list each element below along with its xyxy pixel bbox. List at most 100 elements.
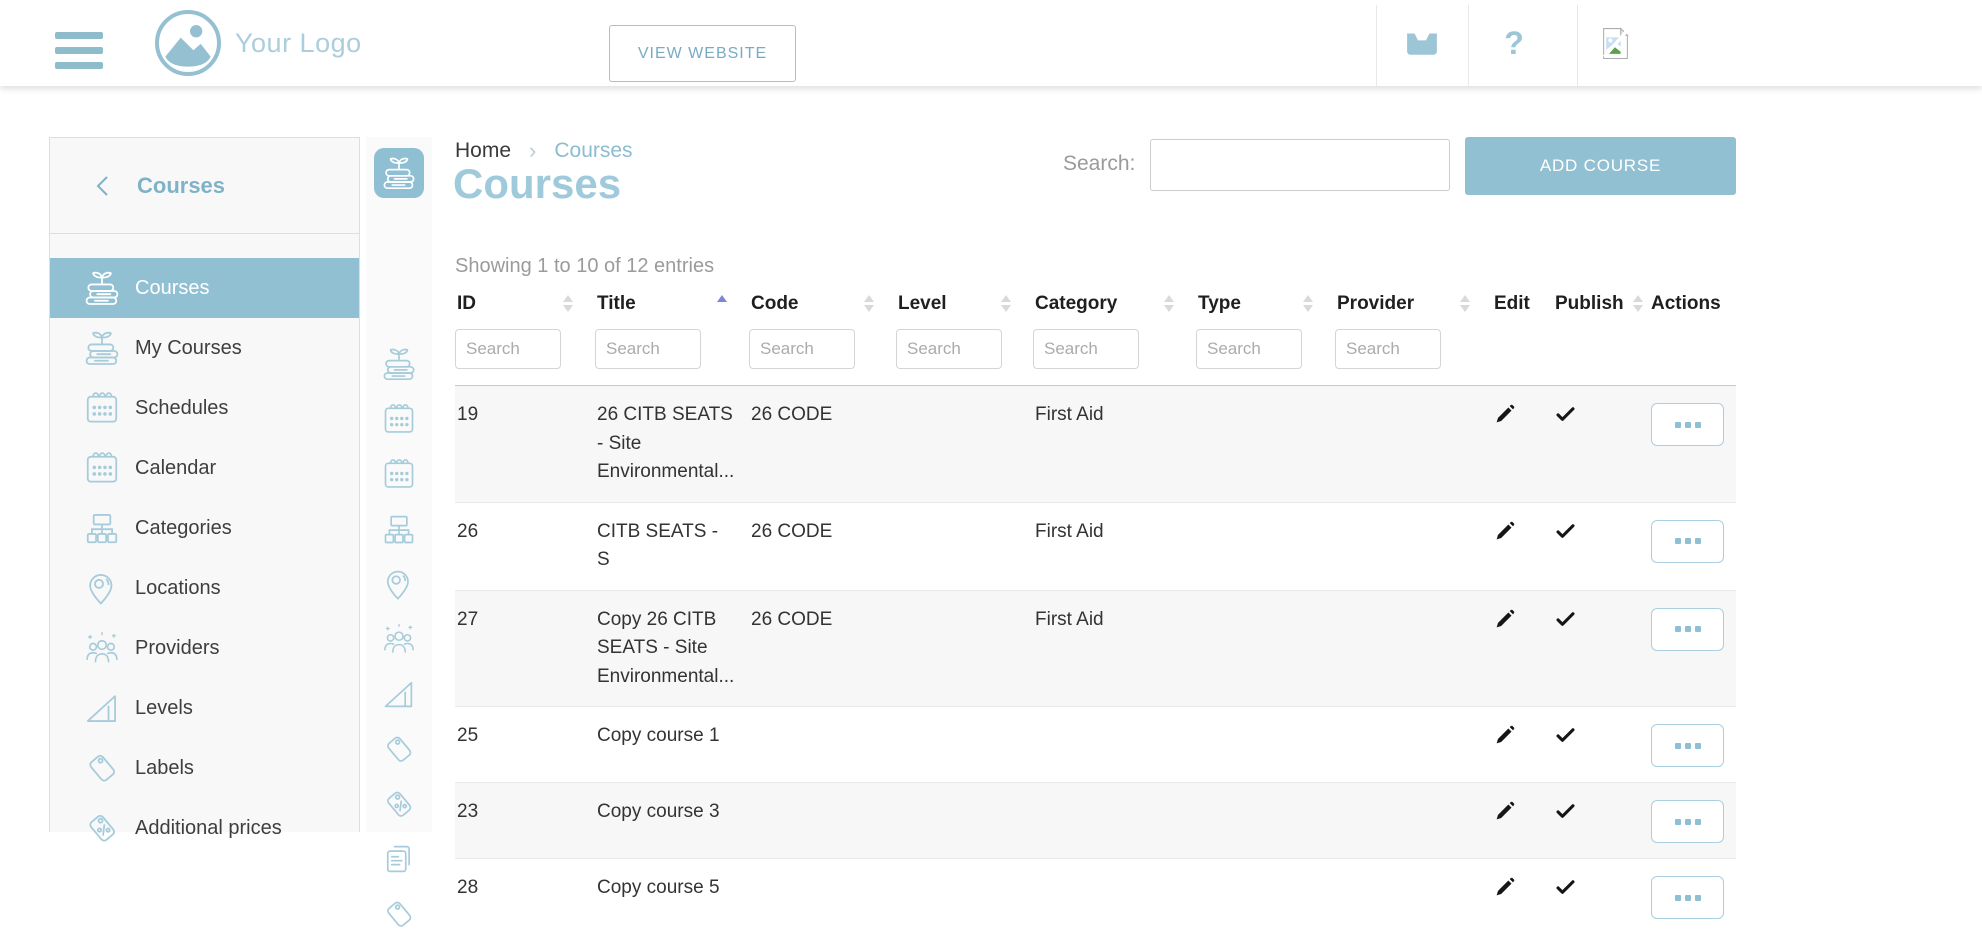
code-filter-input[interactable] <box>749 329 855 369</box>
type-filter-input[interactable] <box>1196 329 1302 369</box>
cell-code: 26 CODE <box>751 520 833 542</box>
row-actions-button[interactable] <box>1651 800 1724 843</box>
edit-pencil-icon[interactable] <box>1494 801 1515 822</box>
edit-pencil-icon[interactable] <box>1494 521 1515 542</box>
publish-check-icon[interactable] <box>1555 725 1576 746</box>
sidebar-item-my-courses[interactable]: My Courses <box>50 318 359 378</box>
view-website-button[interactable]: VIEW WEBSITE <box>609 25 796 82</box>
sidebar-item-courses[interactable]: Courses <box>50 258 359 318</box>
sidebar-item-label: Schedules <box>135 396 229 419</box>
cell-category <box>1033 783 1196 859</box>
pages-icon[interactable] <box>381 841 417 877</box>
table-row: 23 Copy course 3 <box>455 782 1736 859</box>
tag-percent-icon[interactable] <box>381 786 417 822</box>
sidebar-item-calendar[interactable]: Calendar <box>50 438 359 498</box>
publish-check-icon[interactable] <box>1555 521 1576 542</box>
sidebar-item-locations[interactable]: Locations <box>50 558 359 618</box>
row-actions-button[interactable] <box>1651 403 1724 446</box>
back-chevron-icon[interactable] <box>96 175 109 197</box>
column-header-category[interactable]: Category <box>1033 293 1196 329</box>
breadcrumb-home-link[interactable]: Home <box>455 139 512 162</box>
cell-id: 19 <box>457 404 479 425</box>
calendar-icon[interactable] <box>381 401 417 437</box>
cell-level <box>896 707 1033 783</box>
sitemap-icon[interactable] <box>381 511 417 547</box>
cell-code <box>749 707 896 783</box>
row-actions-button[interactable] <box>1651 724 1724 767</box>
table-row: 25 Copy course 1 <box>455 706 1736 783</box>
people-icon[interactable] <box>381 621 417 657</box>
tag-icon <box>83 749 121 787</box>
cell-title: Copy course 5 <box>597 877 720 898</box>
sidebar-item-additional-prices[interactable]: Additional prices <box>50 798 359 858</box>
cell-category <box>1033 707 1196 783</box>
column-header-actions: Actions <box>1651 293 1721 314</box>
cell-id: 26 <box>457 520 479 542</box>
row-actions-button[interactable] <box>1651 607 1724 651</box>
column-header-code[interactable]: Code <box>749 293 896 329</box>
title-filter-input[interactable] <box>595 329 701 369</box>
column-header-publish[interactable]: Publish <box>1553 293 1649 329</box>
sidebar-item-categories[interactable]: Categories <box>50 498 359 558</box>
publish-check-icon[interactable] <box>1555 609 1576 630</box>
edit-pencil-icon[interactable] <box>1494 404 1515 425</box>
sidebar-item-labels[interactable]: Labels <box>50 738 359 798</box>
books-icon-active[interactable] <box>374 148 424 198</box>
showing-entries-text: Showing 1 to 10 of 12 entries <box>455 255 715 277</box>
id-filter-input[interactable] <box>455 329 561 369</box>
sidebar-item-label: Courses <box>135 276 210 299</box>
books-icon[interactable] <box>381 346 417 382</box>
edit-pencil-icon[interactable] <box>1494 725 1515 746</box>
tag-icon[interactable] <box>381 731 417 767</box>
help-icon[interactable]: ? <box>1504 24 1524 61</box>
sidebar-item-label: My Courses <box>135 336 242 359</box>
breadcrumb-current[interactable]: Courses <box>554 139 633 162</box>
cell-id: 27 <box>457 608 479 630</box>
edit-pencil-icon[interactable] <box>1494 609 1515 630</box>
publish-check-icon[interactable] <box>1555 877 1576 898</box>
calendar-icon[interactable] <box>381 456 417 492</box>
cell-type <box>1196 783 1335 859</box>
publish-check-icon[interactable] <box>1555 404 1576 425</box>
cell-code <box>749 783 896 859</box>
sort-icon <box>1303 293 1313 312</box>
sidebar-item-label: Locations <box>135 576 221 599</box>
map-pin-icon[interactable] <box>381 566 417 602</box>
filter-row <box>455 329 1736 386</box>
levels-icon[interactable] <box>381 676 417 712</box>
inbox-icon[interactable] <box>1402 0 1442 86</box>
column-header-title[interactable]: Title <box>595 293 749 329</box>
cell-title: Copy 26 CITB SEATS - Site Environmental.… <box>597 608 735 687</box>
header-divider <box>1577 5 1578 86</box>
cell-category: First Aid <box>1035 608 1104 630</box>
sidebar-item-levels[interactable]: Levels <box>50 678 359 738</box>
row-actions-button[interactable] <box>1651 876 1724 919</box>
breadcrumb-separator: › <box>529 138 537 163</box>
sidebar-item-schedules[interactable]: Schedules <box>50 378 359 438</box>
sort-icon <box>1633 293 1643 312</box>
edit-pencil-icon[interactable] <box>1494 877 1515 898</box>
calendar-icon <box>83 389 121 427</box>
sort-icon <box>1164 293 1174 312</box>
sidebar-menu: Courses My Courses Schedules Calendar Ca… <box>50 258 359 858</box>
tag-icon[interactable] <box>381 896 417 932</box>
broken-avatar-image-icon[interactable] <box>1598 0 1632 86</box>
hamburger-menu-icon[interactable] <box>55 32 103 70</box>
column-header-id[interactable]: ID <box>455 293 595 329</box>
row-actions-button[interactable] <box>1651 519 1724 563</box>
level-filter-input[interactable] <box>896 329 1002 369</box>
column-header-provider[interactable]: Provider <box>1335 293 1492 329</box>
publish-check-icon[interactable] <box>1555 801 1576 822</box>
category-filter-input[interactable] <box>1033 329 1139 369</box>
sitemap-icon <box>83 509 121 547</box>
provider-filter-input[interactable] <box>1335 329 1441 369</box>
column-header-type[interactable]: Type <box>1196 293 1335 329</box>
cell-type <box>1196 707 1335 783</box>
column-header-level[interactable]: Level <box>896 293 1033 329</box>
cell-category <box>1033 859 1196 935</box>
sidebar-item-providers[interactable]: Providers <box>50 618 359 678</box>
global-search-input[interactable] <box>1150 139 1450 191</box>
column-header-edit: Edit <box>1494 293 1530 314</box>
add-course-button[interactable]: ADD COURSE <box>1465 137 1736 195</box>
levels-icon <box>83 689 121 727</box>
